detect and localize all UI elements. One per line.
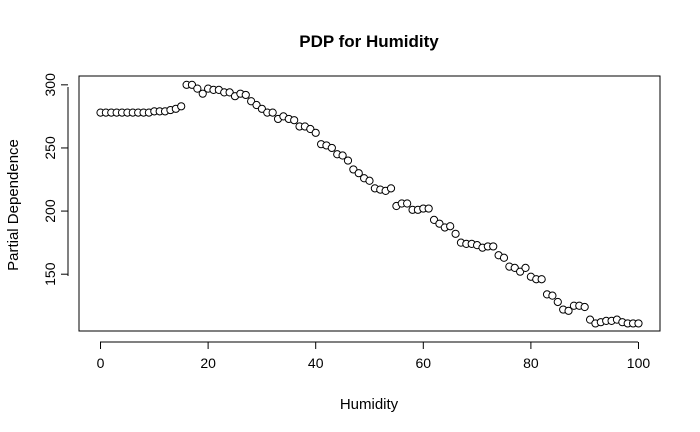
- data-point: [343, 156, 353, 165]
- chart-title: PDP for Humidity: [299, 32, 439, 51]
- y-axis-label: Partial Dependence: [5, 139, 22, 271]
- data-point: [521, 263, 530, 272]
- data-point: [548, 291, 557, 300]
- data-point: [365, 176, 374, 185]
- data-point: [193, 84, 202, 93]
- data-point: [537, 275, 546, 284]
- x-tick-label: 20: [200, 355, 216, 371]
- data-point: [489, 242, 498, 251]
- data-point: [198, 89, 207, 98]
- x-tick-label: 80: [523, 355, 539, 371]
- x-axis-ticks: 0 20 40 60 80 100: [97, 342, 651, 371]
- data-point: [580, 302, 589, 312]
- x-tick-label: 100: [627, 355, 651, 371]
- data-point: [634, 319, 643, 328]
- x-tick-label: 40: [308, 355, 324, 371]
- data-points: [96, 80, 643, 328]
- data-point: [177, 102, 186, 111]
- data-point: [451, 229, 460, 238]
- data-point: [241, 90, 250, 100]
- data-point: [268, 108, 277, 117]
- y-tick-label: 150: [42, 262, 58, 286]
- data-point: [553, 297, 562, 307]
- x-tick-label: 0: [97, 355, 105, 371]
- data-point: [386, 184, 396, 193]
- data-point: [564, 306, 573, 315]
- y-axis-ticks: 150 200 250 300: [42, 73, 68, 286]
- data-point: [327, 143, 336, 153]
- plot-frame: [78, 75, 661, 332]
- data-point: [338, 151, 347, 160]
- data-point: [311, 128, 320, 137]
- x-axis-label: Humidity: [340, 396, 399, 413]
- y-tick-label: 200: [42, 199, 58, 223]
- data-point: [424, 204, 433, 213]
- y-tick-label: 300: [42, 73, 58, 97]
- y-tick-label: 250: [42, 136, 58, 160]
- x-tick-label: 60: [416, 355, 432, 371]
- data-point: [446, 222, 455, 231]
- data-point: [499, 253, 509, 262]
- data-point: [290, 116, 299, 125]
- data-point: [403, 199, 412, 208]
- data-point: [354, 169, 363, 178]
